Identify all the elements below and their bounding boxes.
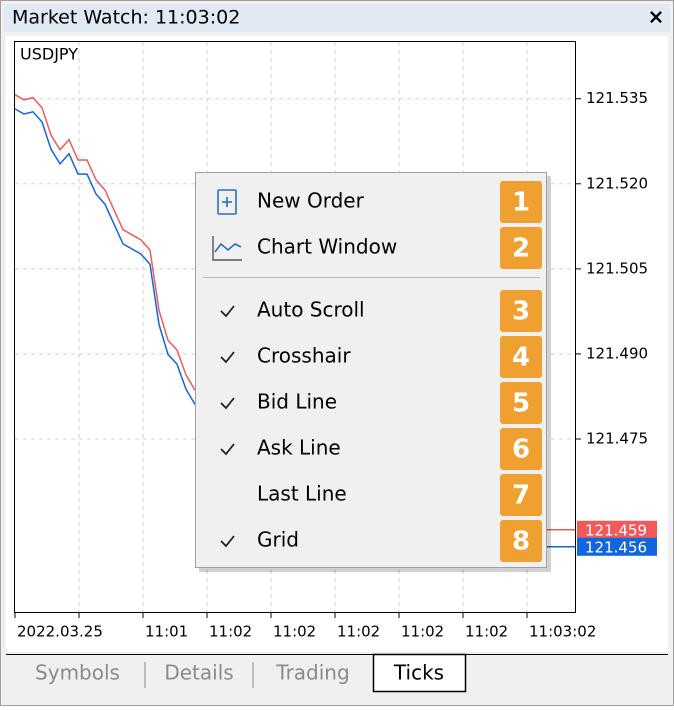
close-button[interactable]: × bbox=[648, 5, 665, 29]
price-label-box bbox=[577, 520, 657, 539]
menu-item[interactable]: Grid bbox=[257, 528, 299, 552]
title-bar bbox=[4, 4, 670, 32]
price-label: 121.456 bbox=[585, 538, 647, 556]
badge-number: 2 bbox=[512, 234, 530, 264]
y-tick-label: 121.535 bbox=[586, 89, 648, 107]
badge-number: 6 bbox=[512, 435, 530, 465]
menu-item[interactable]: Crosshair bbox=[257, 344, 351, 368]
badge-number: 3 bbox=[512, 297, 530, 327]
tab[interactable]: Ticks bbox=[393, 661, 444, 685]
tab[interactable]: Trading bbox=[275, 661, 349, 685]
check-mark bbox=[220, 305, 235, 318]
x-tick-label: 11:02 bbox=[337, 623, 380, 641]
price-line bbox=[14, 108, 196, 405]
badge bbox=[500, 520, 542, 562]
menu-item[interactable]: Auto Scroll bbox=[257, 298, 365, 322]
badge-number: 8 bbox=[512, 527, 530, 557]
price-line bbox=[14, 94, 196, 391]
badge bbox=[500, 428, 542, 470]
x-tick-label: 11:02 bbox=[209, 623, 252, 641]
x-tick-label: 2022.03.25 bbox=[17, 623, 103, 641]
menu-item[interactable]: Last Line bbox=[257, 482, 347, 506]
new-order-icon bbox=[217, 189, 237, 215]
badge bbox=[500, 181, 542, 223]
badge-number: 7 bbox=[512, 481, 530, 511]
chart-window-icon bbox=[212, 236, 242, 261]
y-tick-label: 121.490 bbox=[586, 344, 648, 362]
menu-item[interactable]: Ask Line bbox=[257, 436, 341, 460]
y-tick-label: 121.475 bbox=[586, 430, 648, 448]
menu-item[interactable]: Bid Line bbox=[257, 390, 337, 414]
window-title: Market Watch: 11:03:02 bbox=[12, 7, 240, 29]
badge bbox=[500, 474, 542, 516]
tab[interactable]: Symbols bbox=[35, 661, 120, 685]
badge bbox=[500, 227, 542, 269]
check-mark bbox=[220, 443, 235, 456]
menu-item[interactable]: New Order bbox=[257, 189, 365, 213]
menu-item[interactable]: Chart Window bbox=[257, 235, 397, 259]
x-tick-label: 11:01 bbox=[145, 623, 188, 641]
badge bbox=[500, 336, 542, 378]
badge bbox=[500, 290, 542, 332]
price-label: 121.459 bbox=[585, 521, 647, 539]
y-tick-label: 121.520 bbox=[586, 174, 648, 192]
x-tick-label: 11:02 bbox=[465, 623, 508, 641]
symbol-label: USDJPY bbox=[20, 45, 78, 64]
x-tick-label: 11:02 bbox=[273, 623, 316, 641]
badge-number: 1 bbox=[512, 188, 530, 218]
badge bbox=[500, 382, 542, 424]
x-tick-label: 11:03:02 bbox=[529, 623, 596, 641]
badge-number: 4 bbox=[512, 343, 530, 373]
x-tick-label: 11:02 bbox=[401, 623, 444, 641]
check-mark bbox=[220, 535, 235, 548]
tab-bar bbox=[6, 654, 668, 702]
tab[interactable]: Details bbox=[164, 661, 233, 685]
price-label-box bbox=[577, 537, 657, 556]
y-tick-label: 121.505 bbox=[586, 259, 648, 277]
check-mark bbox=[220, 397, 235, 410]
check-mark bbox=[220, 351, 235, 364]
context-menu bbox=[195, 172, 547, 568]
tab-active-bg bbox=[372, 653, 467, 693]
badge-number: 5 bbox=[512, 389, 530, 419]
